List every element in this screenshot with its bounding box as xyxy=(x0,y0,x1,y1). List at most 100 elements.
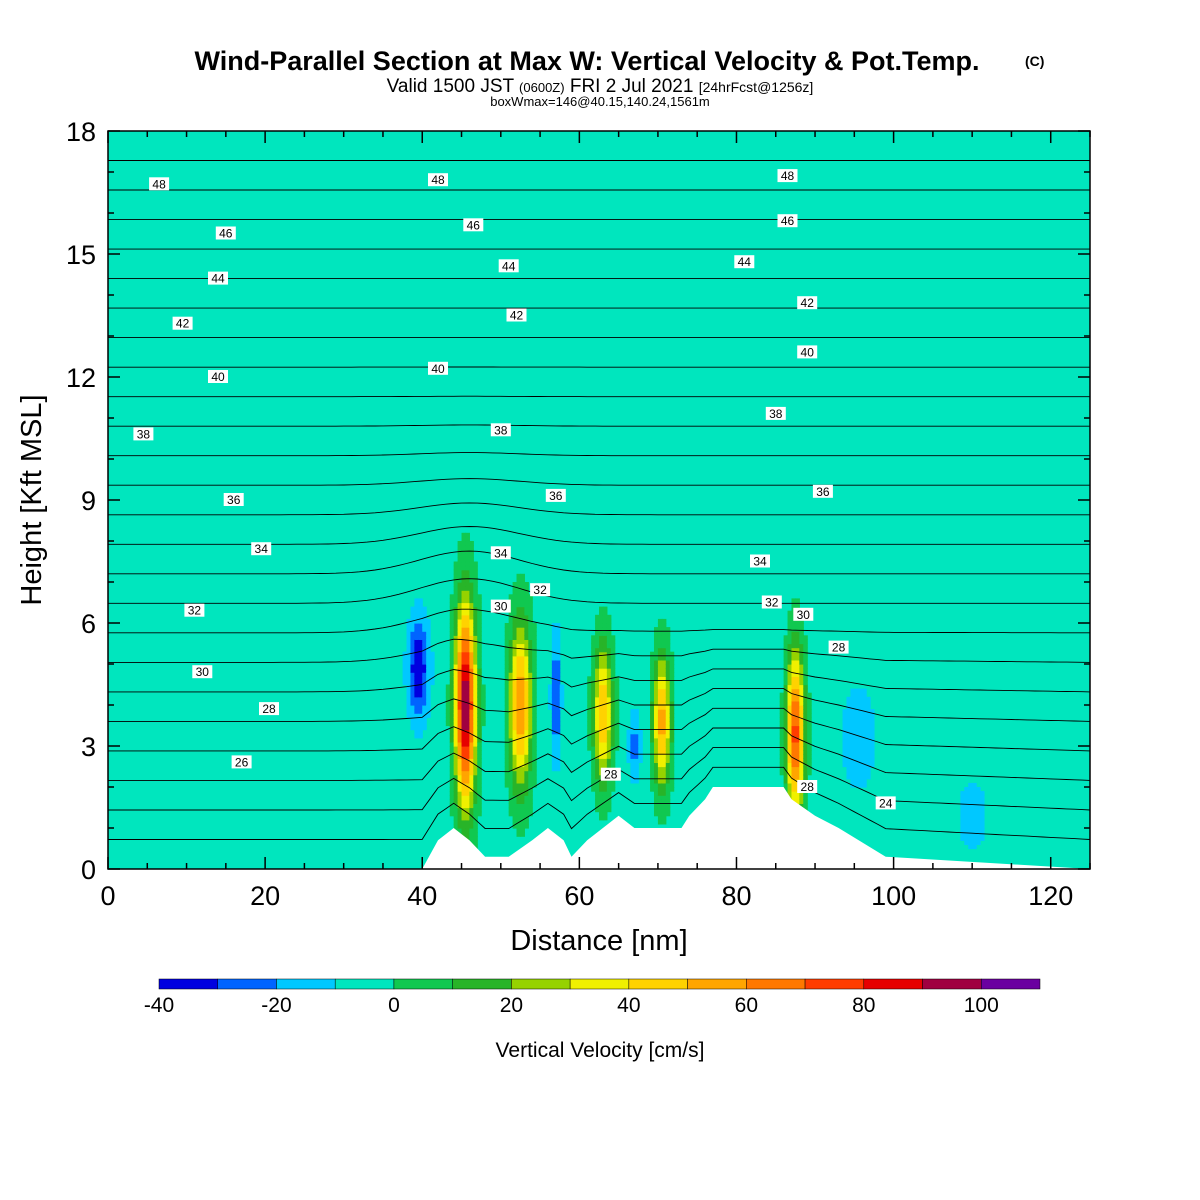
velocity-cell xyxy=(650,750,655,755)
velocity-cell xyxy=(791,766,796,772)
velocity-cell xyxy=(783,700,789,706)
velocity-cell xyxy=(657,733,663,739)
velocity-cell xyxy=(449,659,455,665)
velocity-cell xyxy=(461,573,467,579)
velocity-cell xyxy=(799,655,804,661)
velocity-cell xyxy=(846,713,851,718)
velocity-cell xyxy=(453,684,459,690)
velocity-cell xyxy=(599,651,604,657)
contour-label: 38 xyxy=(490,423,511,437)
contour-label-box xyxy=(765,406,786,420)
velocity-cell xyxy=(414,672,419,677)
velocity-cell xyxy=(634,713,639,718)
velocity-cell xyxy=(591,651,596,657)
velocity-cell xyxy=(414,647,419,653)
velocity-cell xyxy=(665,746,671,751)
velocity-cell xyxy=(508,672,514,677)
velocity-cell xyxy=(512,676,518,681)
velocity-cell xyxy=(661,750,667,755)
velocity-cell xyxy=(453,692,459,698)
velocity-cell xyxy=(461,713,467,718)
velocity-cell xyxy=(791,659,796,665)
velocity-cell xyxy=(457,758,463,763)
x-tick-label: 20 xyxy=(250,881,280,911)
velocity-cell xyxy=(787,647,793,653)
velocity-cell xyxy=(665,680,671,686)
velocity-cell xyxy=(469,565,474,571)
contour-label-text: 30 xyxy=(494,600,508,614)
velocity-cell xyxy=(595,795,600,800)
velocity-cell xyxy=(453,741,459,747)
velocity-cell xyxy=(669,754,675,759)
velocity-cell xyxy=(504,754,510,759)
velocity-cell xyxy=(854,782,859,788)
velocity-cell xyxy=(465,602,470,608)
velocity-cell xyxy=(528,741,533,747)
colorbar-swatch xyxy=(804,978,865,990)
velocity-cell xyxy=(473,643,478,649)
velocity-cell xyxy=(595,774,600,780)
velocity-cell xyxy=(445,684,451,690)
velocity-cell xyxy=(520,754,525,759)
velocity-cell xyxy=(602,618,608,624)
velocity-cell xyxy=(791,746,796,751)
velocity-cell xyxy=(410,647,415,653)
velocity-cell xyxy=(508,659,514,665)
velocity-cell xyxy=(972,811,977,817)
velocity-cell xyxy=(606,631,612,636)
velocity-cell xyxy=(516,815,522,821)
velocity-cell xyxy=(512,635,518,640)
velocity-cell xyxy=(602,787,608,792)
velocity-cell xyxy=(410,725,415,731)
velocity-cell xyxy=(457,565,463,571)
velocity-cell xyxy=(528,700,533,706)
y-tick-label: 15 xyxy=(66,240,96,270)
velocity-cell xyxy=(504,631,510,636)
velocity-cell xyxy=(599,610,604,616)
velocity-cell xyxy=(477,664,482,669)
velocity-cell xyxy=(469,836,474,841)
velocity-cell xyxy=(504,696,510,702)
velocity-cell xyxy=(614,746,620,751)
contour-label: 30 xyxy=(793,607,814,622)
velocity-cell xyxy=(524,725,529,731)
velocity-cell xyxy=(516,680,522,686)
velocity-cell xyxy=(469,737,474,743)
velocity-cell xyxy=(465,713,470,718)
velocity-cell xyxy=(610,676,616,681)
velocity-cell xyxy=(465,721,470,727)
velocity-cell xyxy=(449,791,455,796)
velocity-cell xyxy=(972,823,977,829)
velocity-cell xyxy=(465,614,470,620)
velocity-cell xyxy=(791,741,796,747)
velocity-cell xyxy=(477,618,482,624)
velocity-cell xyxy=(461,618,467,624)
velocity-cell xyxy=(461,758,467,763)
velocity-cell xyxy=(606,807,612,813)
contour-label: 24 xyxy=(875,796,896,810)
velocity-cell xyxy=(669,668,675,673)
velocity-cell xyxy=(657,819,663,825)
velocity-cell xyxy=(795,709,800,714)
velocity-cell xyxy=(795,717,800,722)
velocity-cell xyxy=(516,717,522,722)
velocity-cell xyxy=(626,729,632,735)
contour-label-box xyxy=(490,546,511,560)
velocity-cell xyxy=(508,700,514,706)
velocity-cell xyxy=(524,651,529,657)
velocity-cell xyxy=(779,721,785,727)
velocity-cell xyxy=(591,664,596,669)
velocity-cell xyxy=(520,651,525,657)
velocity-cell xyxy=(512,590,518,595)
velocity-cell xyxy=(524,610,529,616)
velocity-cell xyxy=(661,787,667,792)
velocity-cell xyxy=(866,754,871,759)
velocity-cell xyxy=(414,729,419,735)
velocity-cell xyxy=(791,688,796,694)
velocity-cell xyxy=(461,774,467,780)
velocity-cell xyxy=(465,688,470,694)
velocity-cell xyxy=(595,733,600,739)
velocity-cell xyxy=(516,754,522,759)
velocity-cell xyxy=(599,799,604,804)
velocity-cell xyxy=(653,778,659,784)
